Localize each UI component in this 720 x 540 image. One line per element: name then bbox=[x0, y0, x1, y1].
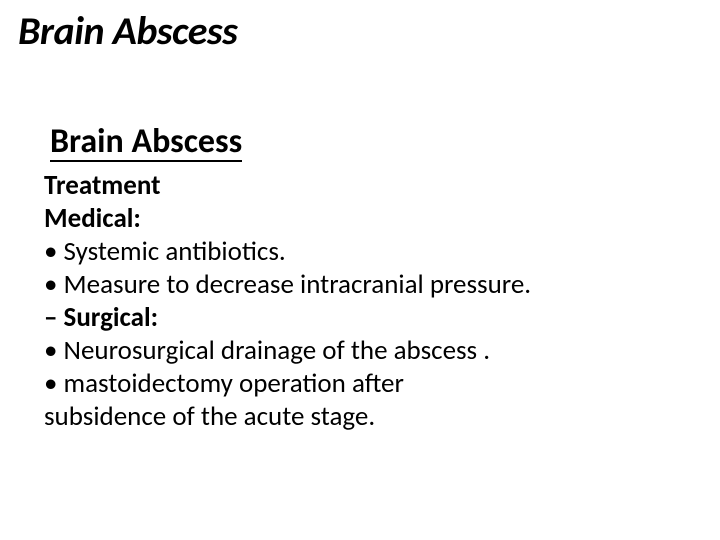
surgical-item-3: subsidence of the acute stage. bbox=[44, 401, 644, 434]
surgical-item-2: • mastoidectomy operation after bbox=[44, 368, 644, 401]
medical-item-2: • Measure to decrease intracranial press… bbox=[44, 269, 644, 302]
surgical-heading: – Surgical: bbox=[44, 302, 644, 335]
medical-heading: Medical: bbox=[44, 203, 644, 236]
slide-title: Brain Abscess bbox=[18, 6, 237, 55]
medical-item-1: • Systemic antibiotics. bbox=[44, 236, 644, 269]
slide-body: Treatment Medical: • Systemic antibiotic… bbox=[44, 170, 644, 434]
slide-subtitle: Brain Abscess bbox=[50, 124, 242, 162]
treatment-heading: Treatment bbox=[44, 170, 644, 203]
slide: Brain Abscess Brain Abscess Treatment Me… bbox=[0, 0, 720, 540]
surgical-item-1: • Neurosurgical drainage of the abscess … bbox=[44, 335, 644, 368]
